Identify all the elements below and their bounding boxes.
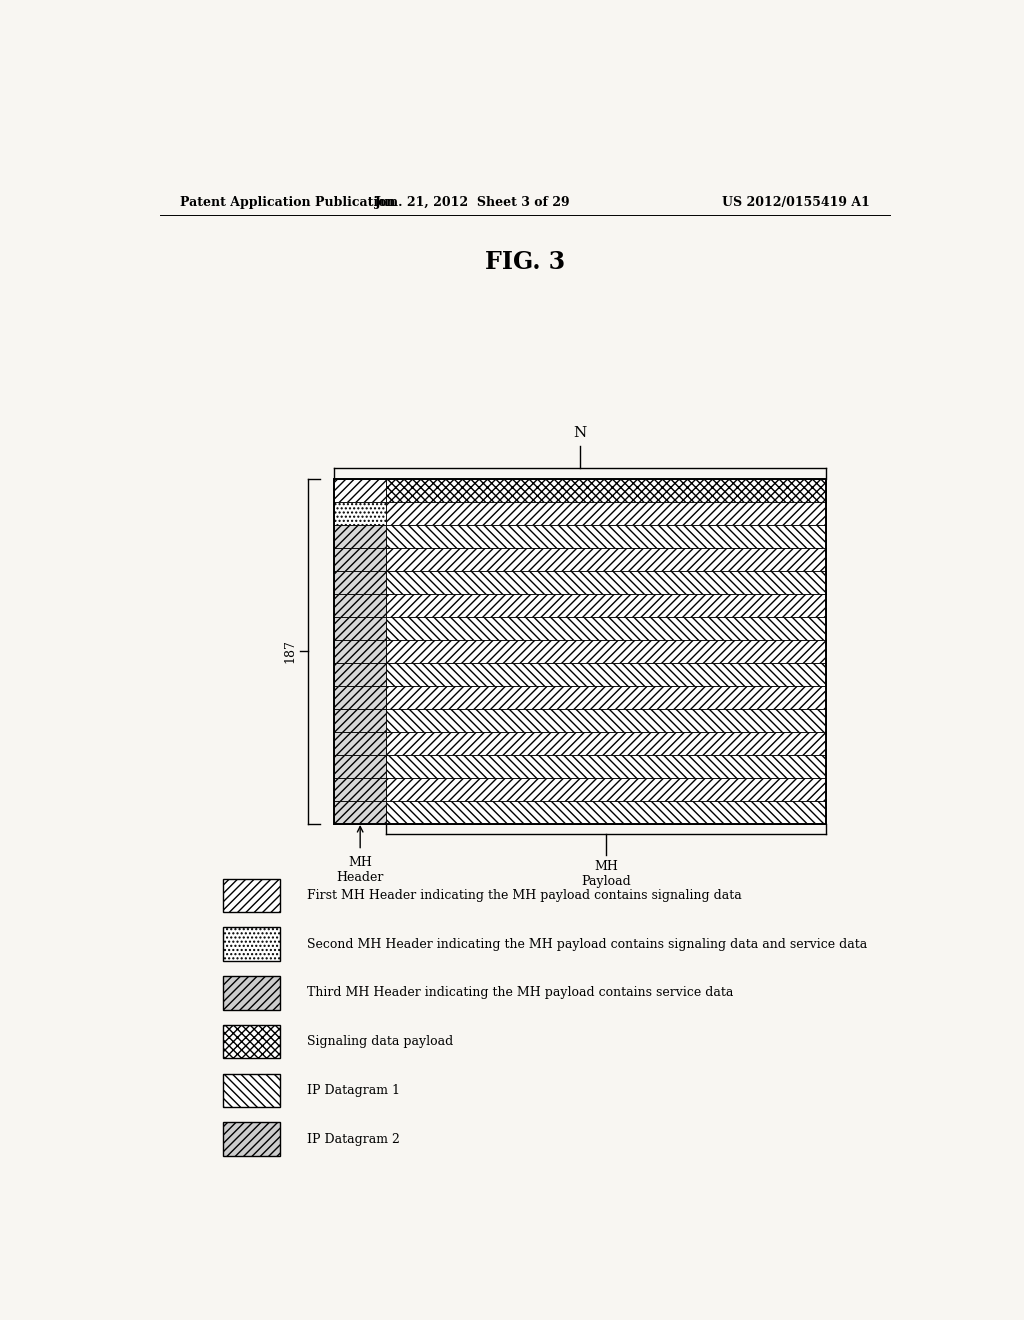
- Bar: [334, 548, 386, 570]
- Bar: [334, 686, 386, 709]
- Bar: [223, 1024, 281, 1059]
- Bar: [386, 755, 826, 777]
- Bar: [223, 1122, 281, 1156]
- Text: IP Datagram 2: IP Datagram 2: [306, 1133, 399, 1146]
- Bar: [223, 928, 281, 961]
- Bar: [334, 479, 826, 824]
- Bar: [386, 709, 826, 733]
- Bar: [386, 801, 826, 824]
- Text: Second MH Header indicating the MH payload contains signaling data and service d: Second MH Header indicating the MH paylo…: [306, 937, 866, 950]
- Bar: [386, 733, 826, 755]
- Text: 187: 187: [284, 639, 296, 663]
- Bar: [386, 524, 826, 548]
- Bar: [386, 479, 826, 502]
- Bar: [334, 733, 386, 755]
- Bar: [386, 640, 826, 663]
- Text: MH
Payload: MH Payload: [582, 859, 631, 888]
- Bar: [386, 570, 826, 594]
- Bar: [334, 502, 386, 524]
- Bar: [334, 570, 386, 594]
- Bar: [223, 879, 281, 912]
- Bar: [334, 663, 386, 686]
- Bar: [334, 709, 386, 733]
- Bar: [223, 1073, 281, 1107]
- Bar: [334, 616, 386, 640]
- Text: Patent Application Publication: Patent Application Publication: [179, 195, 395, 209]
- Bar: [386, 548, 826, 570]
- Bar: [386, 686, 826, 709]
- Text: Jun. 21, 2012  Sheet 3 of 29: Jun. 21, 2012 Sheet 3 of 29: [376, 195, 571, 209]
- Text: FIG. 3: FIG. 3: [484, 249, 565, 275]
- Text: US 2012/0155419 A1: US 2012/0155419 A1: [722, 195, 870, 209]
- Text: MH
Header: MH Header: [337, 855, 384, 883]
- Text: First MH Header indicating the MH payload contains signaling data: First MH Header indicating the MH payloa…: [306, 888, 741, 902]
- Text: N: N: [573, 426, 587, 440]
- Text: Third MH Header indicating the MH payload contains service data: Third MH Header indicating the MH payloa…: [306, 986, 733, 999]
- Bar: [334, 479, 386, 502]
- Bar: [334, 755, 386, 777]
- Bar: [386, 502, 826, 524]
- Bar: [334, 479, 826, 824]
- Bar: [334, 777, 386, 801]
- Bar: [386, 663, 826, 686]
- Bar: [386, 616, 826, 640]
- Text: IP Datagram 1: IP Datagram 1: [306, 1084, 399, 1097]
- Bar: [334, 640, 386, 663]
- Text: Signaling data payload: Signaling data payload: [306, 1035, 453, 1048]
- Bar: [334, 594, 386, 616]
- Bar: [334, 524, 386, 548]
- Bar: [386, 594, 826, 616]
- Bar: [334, 801, 386, 824]
- Bar: [386, 777, 826, 801]
- Bar: [223, 975, 281, 1010]
